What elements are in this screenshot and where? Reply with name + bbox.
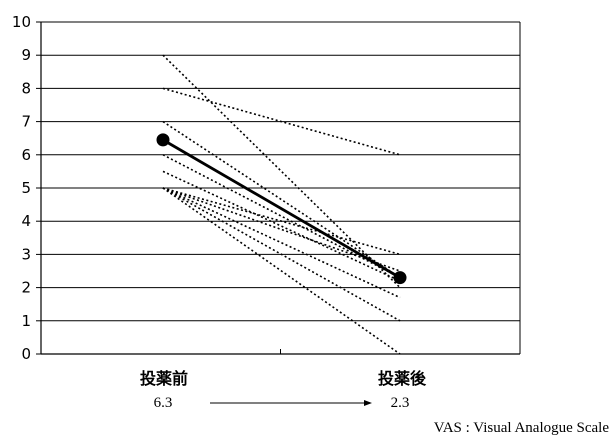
patient-line-4 (162, 154, 401, 279)
patient-line-5 (162, 170, 401, 282)
y-tick-label-7: 7 (21, 113, 31, 131)
x-category-before: 投薬前 (140, 369, 188, 388)
individual-lines (162, 54, 401, 355)
y-tick-label-1: 1 (21, 312, 31, 330)
patient-line-7 (162, 187, 401, 272)
y-tick-label-10: 10 (12, 13, 31, 31)
gridlines (36, 21, 520, 355)
patient-line-6 (162, 187, 401, 256)
mean-before-label: 6.3 (154, 395, 173, 411)
patient-line-2 (162, 87, 401, 156)
y-tick-label-0: 0 (21, 345, 31, 363)
mean-point-after (393, 271, 407, 285)
x-category-after: 投薬後 (378, 369, 427, 388)
mean-point-before (156, 133, 170, 147)
change-arrow-head (364, 400, 372, 406)
y-tick-label-2: 2 (21, 279, 31, 297)
y-tick-label-6: 6 (21, 146, 31, 164)
y-tick-label-9: 9 (21, 46, 31, 64)
y-tick-label-8: 8 (21, 79, 31, 97)
patient-line-9 (162, 187, 401, 322)
patient-line-1 (162, 54, 401, 289)
y-tick-label-4: 4 (21, 212, 31, 230)
mean-after-label: 2.3 (391, 395, 410, 411)
patient-line-10 (162, 187, 401, 355)
patient-line-8 (162, 187, 401, 299)
y-tick-label-5: 5 (21, 179, 31, 197)
mean-line (162, 138, 401, 279)
mean-line-group (156, 133, 407, 285)
footnote: VAS : Visual Analogue Scale (433, 420, 609, 436)
y-tick-label-3: 3 (21, 245, 31, 263)
y-tick-labels: 0 1 2 3 4 5 6 7 8 9 10 (12, 13, 31, 363)
axes (40, 22, 521, 355)
